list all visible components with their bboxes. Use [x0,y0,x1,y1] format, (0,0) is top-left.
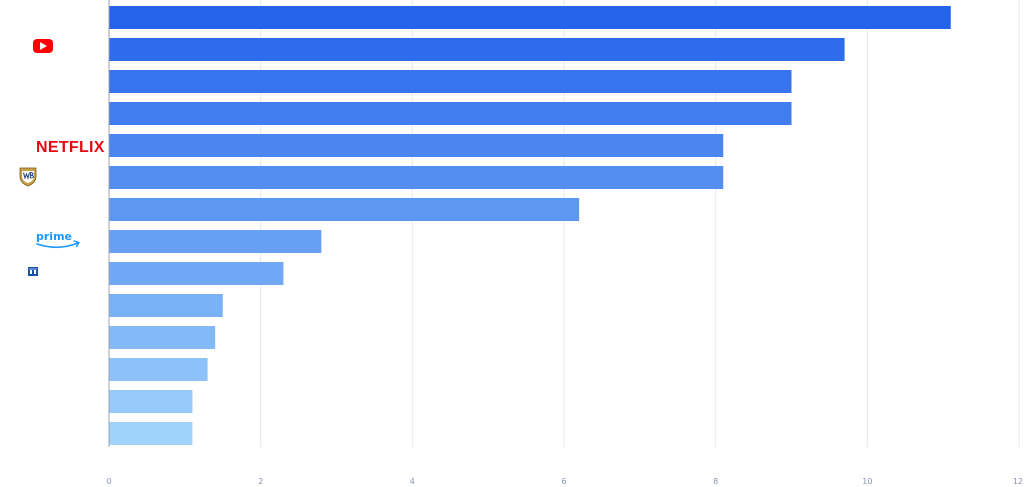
warner-bros-shield-icon [19,167,37,187]
bar [109,358,208,381]
bars [109,6,951,445]
bar [109,390,193,413]
x-tick-label: 8 [713,477,718,486]
bar [109,294,223,317]
youtube-icon [33,39,53,53]
bar [109,262,284,285]
bar [109,326,216,349]
small-blue-logo-icon [28,267,38,276]
netflix-logo-text: NETFLIX [36,139,105,156]
x-tick-label: 2 [258,477,263,486]
bar [109,230,322,253]
bar [109,6,951,29]
netflix-logo: NETFLIX [36,139,105,156]
x-tick-label: 6 [561,477,566,486]
bar [109,70,792,93]
bar [109,166,724,189]
x-tick-label: 12 [1013,477,1023,486]
bar [109,102,792,125]
x-tick-label: 0 [106,477,111,486]
x-tick-label: 4 [410,477,415,486]
bar [109,198,580,221]
x-axis-tick-labels: 0 2 4 6 8 10 12 [106,477,1023,486]
bar [109,422,193,445]
prime-logo-text: prime [36,230,72,243]
x-tick-label: 10 [862,477,872,486]
grid-lines [260,0,1020,447]
bar [109,134,724,157]
bar [109,38,845,61]
prime-video-logo: prime [36,230,80,249]
